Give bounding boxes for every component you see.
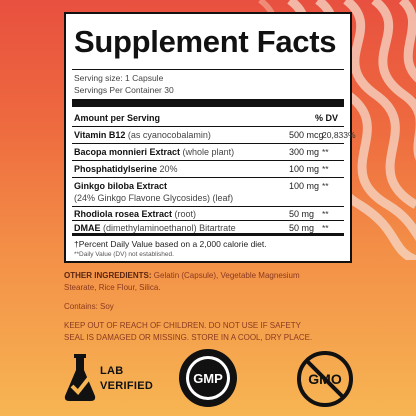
divider [72, 177, 344, 178]
lab-verified-line1: LAB [100, 365, 124, 377]
table-row: Ginkgo biloba Extract 100 mg ** (24% Gin… [74, 181, 342, 203]
ingredient-name: Rhodiola rosea Extract [74, 209, 173, 219]
thick-divider [72, 99, 344, 107]
lab-verified-line2: VERIFIED [100, 380, 154, 392]
ingredient-dv: ** [322, 209, 329, 219]
footnote-dv: †Percent Daily Value based on a 2,000 ca… [74, 239, 267, 249]
ingredient-detail: (24% Ginkgo Flavone Glycosides) (leaf) [74, 193, 234, 203]
amount-header: Amount per Serving [74, 113, 161, 123]
divider [72, 206, 344, 207]
ingredient-detail: (dimethylaminoethanol) Bitartrate [103, 223, 236, 233]
ingredient-amount: 50 mg [289, 209, 315, 219]
warning-line-1: KEEP OUT OF REACH OF CHILDREN. DO NOT US… [64, 321, 301, 330]
ingredient-dv: ** [322, 147, 329, 157]
ingredient-name: Vitamin B12 [74, 130, 126, 140]
panel-title: Supplement Facts [74, 24, 337, 59]
ingredient-name: DMAE [74, 223, 101, 233]
ingredient-dv: ** [322, 181, 329, 191]
flask-check-icon [64, 354, 96, 401]
table-row: Bacopa monnieri Extract (whole plant) 30… [74, 147, 342, 157]
ingredient-amount: 100 mg [289, 164, 320, 174]
ingredient-detail: 20% [159, 164, 178, 174]
warning-line-2: SEAL IS DAMAGED OR MISSING. STORE IN A C… [64, 333, 313, 342]
thick-divider [72, 233, 344, 236]
serving-size: Serving size: 1 Capsule [74, 73, 164, 83]
ingredient-dv: ** [322, 164, 329, 174]
other-ingredients-text: Gelatin (Capsule), Vegetable Magnesium [153, 271, 300, 280]
other-ingredients: OTHER INGREDIENTS: Gelatin (Capsule), Ve… [64, 271, 300, 280]
other-ingredients-cont: Stearate, Rice Flour, Silica. [64, 283, 161, 292]
ingredient-name: Bacopa monnieri Extract [74, 147, 181, 157]
gmp-seal-icon: GMP [179, 349, 237, 407]
table-row: DMAE (dimethylaminoethanol) Bitartrate 5… [74, 223, 342, 233]
ingredient-amount: 500 mcg [289, 130, 324, 140]
table-row: Vitamin B12 (as cyanocobalamin) 500 mcg … [74, 130, 356, 140]
table-row: Phosphatidylserine 20% 100 mg ** [74, 164, 342, 174]
table-row: Rhodiola rosea Extract (root) 50 mg ** [74, 209, 342, 219]
ingredient-dv: ** [322, 223, 329, 233]
supplement-facts-panel: Supplement Facts Serving size: 1 Capsule… [64, 12, 356, 263]
no-gmo-icon: GMO [297, 351, 353, 407]
footnote-not-established: **Daily Value (DV) not established. [74, 251, 174, 258]
ingredient-dv: 20,833% [322, 130, 356, 140]
divider [72, 143, 344, 144]
dv-header: % DV [314, 113, 338, 123]
ingredient-detail: (whole plant) [182, 147, 235, 157]
contains-allergen: Contains: Soy [64, 302, 114, 311]
ingredient-name: Phosphatidylserine [74, 164, 158, 174]
ingredient-amount: 50 mg [289, 223, 315, 233]
ingredient-detail: (as cyanocobalamin) [127, 130, 211, 140]
divider [72, 220, 344, 221]
divider [72, 160, 344, 161]
divider [72, 69, 344, 70]
ingredient-amount: 100 mg [289, 181, 320, 191]
ingredient-name: Ginkgo biloba Extract [74, 181, 168, 191]
ingredient-amount: 300 mg [289, 147, 320, 157]
table-header: Amount per Serving % DV [74, 113, 342, 123]
divider [72, 126, 344, 127]
other-ingredients-label: OTHER INGREDIENTS: [64, 271, 152, 280]
ingredient-detail: (root) [174, 209, 197, 219]
gmp-text: GMP [193, 371, 223, 386]
servings-per-container: Servings Per Container 30 [74, 85, 174, 95]
